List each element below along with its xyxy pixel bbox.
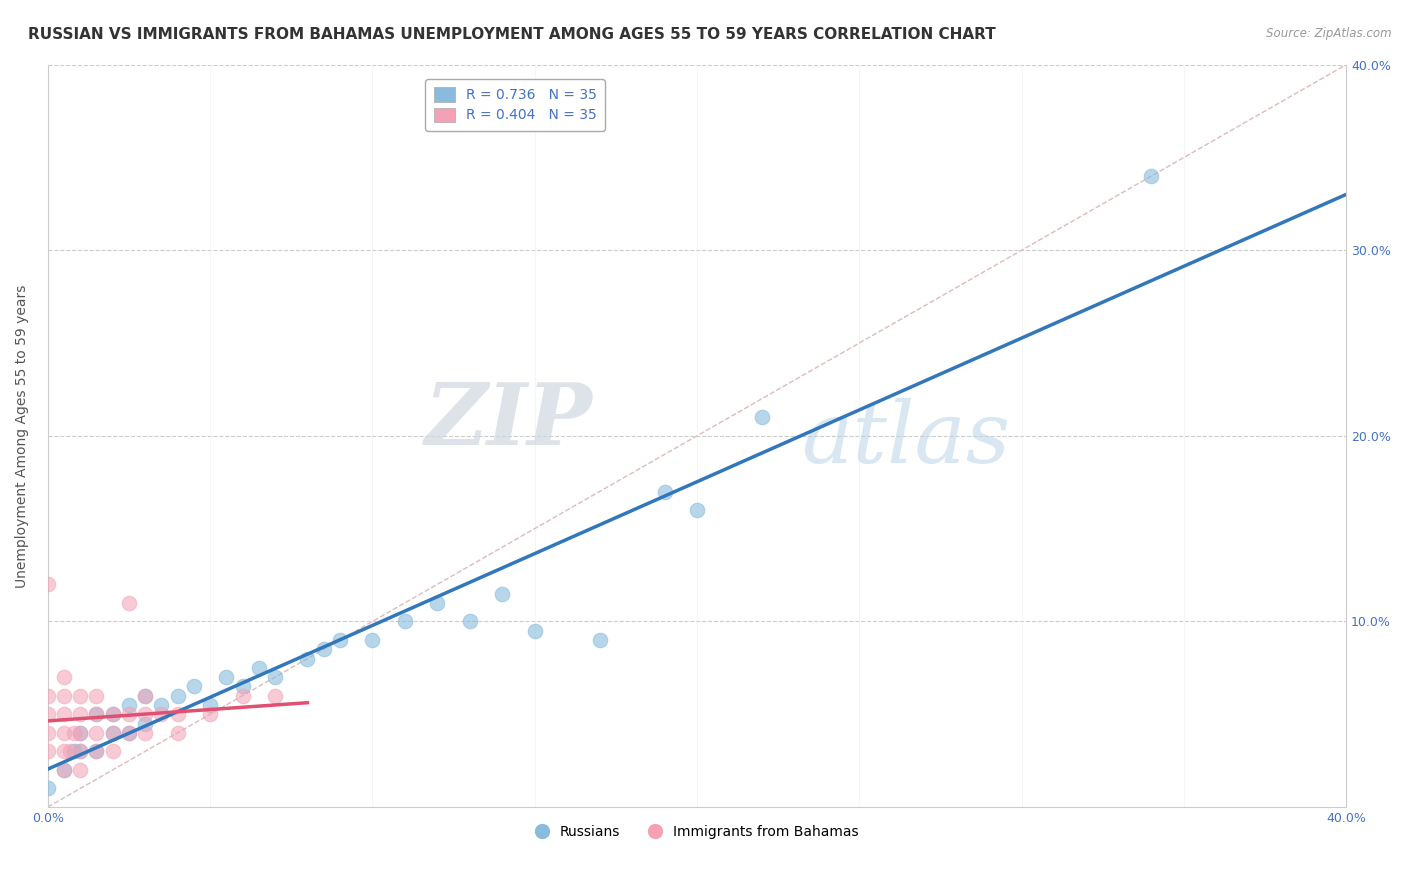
Point: [247, 661, 270, 675]
Text: Source: ZipAtlas.com: Source: ZipAtlas.com: [1267, 27, 1392, 40]
Point: [101, 707, 124, 722]
Point: [86, 726, 108, 740]
Point: [183, 680, 205, 694]
Point: [166, 707, 188, 722]
Point: [166, 726, 188, 740]
Point: [297, 651, 319, 665]
Point: [69, 744, 91, 758]
Point: [394, 615, 416, 629]
Point: [134, 689, 156, 703]
Point: [491, 586, 513, 600]
Text: RUSSIAN VS IMMIGRANTS FROM BAHAMAS UNEMPLOYMENT AMONG AGES 55 TO 59 YEARS CORREL: RUSSIAN VS IMMIGRANTS FROM BAHAMAS UNEMP…: [28, 27, 995, 42]
Point: [53, 763, 76, 777]
Point: [37, 577, 59, 591]
Text: ZIP: ZIP: [425, 379, 593, 463]
Point: [264, 689, 287, 703]
Point: [134, 716, 156, 731]
Point: [118, 596, 141, 610]
Point: [62, 744, 84, 758]
Point: [458, 615, 481, 629]
Point: [53, 670, 76, 684]
Point: [86, 689, 108, 703]
Point: [426, 596, 449, 610]
Point: [69, 744, 91, 758]
Point: [37, 707, 59, 722]
Point: [654, 484, 676, 499]
Point: [118, 726, 141, 740]
Point: [231, 689, 253, 703]
Point: [101, 726, 124, 740]
Point: [37, 689, 59, 703]
Point: [69, 689, 91, 703]
Point: [264, 670, 287, 684]
Point: [231, 680, 253, 694]
Point: [101, 744, 124, 758]
Point: [118, 726, 141, 740]
Point: [588, 632, 610, 647]
Point: [686, 503, 709, 517]
Legend: Russians, Immigrants from Bahamas: Russians, Immigrants from Bahamas: [530, 820, 865, 845]
Point: [361, 632, 384, 647]
Point: [118, 707, 141, 722]
Point: [134, 707, 156, 722]
Point: [751, 410, 773, 425]
Point: [166, 689, 188, 703]
Point: [59, 744, 82, 758]
Point: [134, 689, 156, 703]
Point: [37, 781, 59, 796]
Point: [101, 726, 124, 740]
Point: [150, 698, 173, 712]
Point: [69, 707, 91, 722]
Point: [69, 726, 91, 740]
Point: [198, 698, 221, 712]
Point: [118, 698, 141, 712]
Point: [69, 763, 91, 777]
Point: [1140, 169, 1163, 183]
Point: [198, 707, 221, 722]
Point: [37, 726, 59, 740]
Point: [37, 744, 59, 758]
Point: [86, 707, 108, 722]
Point: [53, 726, 76, 740]
Point: [312, 642, 335, 657]
Point: [69, 726, 91, 740]
Point: [329, 632, 352, 647]
Point: [134, 726, 156, 740]
Point: [150, 707, 173, 722]
Point: [86, 707, 108, 722]
Point: [53, 763, 76, 777]
Point: [53, 707, 76, 722]
Y-axis label: Unemployment Among Ages 55 to 59 years: Unemployment Among Ages 55 to 59 years: [15, 285, 30, 588]
Point: [101, 707, 124, 722]
Point: [62, 726, 84, 740]
Point: [86, 744, 108, 758]
Point: [86, 744, 108, 758]
Point: [523, 624, 546, 638]
Point: [215, 670, 238, 684]
Point: [53, 689, 76, 703]
Point: [53, 744, 76, 758]
Text: atlas: atlas: [801, 398, 1010, 481]
